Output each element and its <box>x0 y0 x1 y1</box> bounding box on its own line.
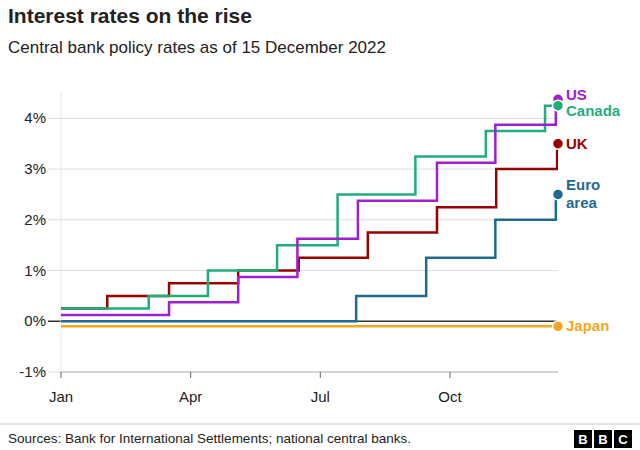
x-tick <box>61 372 62 378</box>
grid-line <box>48 118 558 119</box>
y-tick-label: 3% <box>24 160 46 177</box>
x-tick <box>320 372 321 378</box>
series-label: Canada <box>566 102 621 119</box>
source: Sources: Bank for International Settleme… <box>8 431 411 446</box>
end-dot <box>553 138 564 149</box>
subtitle: Central bank policy rates as of 15 Decem… <box>8 38 386 57</box>
footer-rule <box>0 424 640 425</box>
y-tick-label: -1% <box>19 363 46 380</box>
x-axis-line <box>61 372 558 373</box>
grid-line <box>48 169 558 170</box>
end-dot <box>553 321 564 332</box>
series-line <box>61 144 558 309</box>
y-tick-label: 1% <box>24 262 46 279</box>
series-label: US <box>566 86 587 103</box>
series-line <box>61 325 558 328</box>
y-tick-label: 0% <box>24 312 46 329</box>
series-line <box>61 106 558 309</box>
y-tick-label: 2% <box>24 211 46 228</box>
logo-letter: C <box>618 432 628 447</box>
series-label-line: UK <box>566 135 588 152</box>
series-label-line: US <box>566 86 587 103</box>
series-label: Euroarea <box>566 176 600 211</box>
end-dot <box>553 189 564 200</box>
x-tick <box>449 372 450 378</box>
series-label: Japan <box>566 317 609 334</box>
series-label-line: Canada <box>566 102 621 119</box>
series-label-line: Euro <box>566 176 600 193</box>
end-dot <box>553 100 564 111</box>
series-line <box>61 99 558 315</box>
chart: Interest rates on the rise Central bank p… <box>0 0 640 450</box>
grid-line <box>48 270 558 271</box>
logo-letter: B <box>578 432 587 447</box>
series-label: UK <box>566 135 588 152</box>
logo-box <box>574 430 592 448</box>
series-label-line: area <box>566 194 598 211</box>
logo-letter: B <box>598 432 607 447</box>
series-group <box>61 99 558 326</box>
x-tick <box>190 372 191 378</box>
x-tick-label: Jul <box>311 388 330 405</box>
grid-line <box>48 372 558 373</box>
logo-box <box>614 430 632 448</box>
y-axis-line <box>61 93 62 372</box>
y-tick-label: 4% <box>24 109 46 126</box>
series-label-line: Japan <box>566 317 609 334</box>
grid-line <box>48 219 558 220</box>
x-tick-label: Jan <box>49 388 73 405</box>
logo-box <box>594 430 612 448</box>
title: Interest rates on the rise <box>8 4 252 27</box>
x-tick-label: Oct <box>438 388 462 405</box>
x-tick-label: Apr <box>179 388 202 405</box>
